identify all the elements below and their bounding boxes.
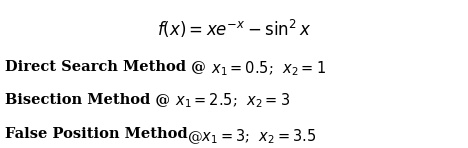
Text: False Position Method: False Position Method — [5, 127, 187, 141]
Text: $x_1 = 0.5$;  $x_2 = 1$: $x_1 = 0.5$; $x_2 = 1$ — [211, 59, 325, 78]
Text: @$x_1 = 3$;  $x_2 = 3.5$: @$x_1 = 3$; $x_2 = 3.5$ — [187, 127, 316, 146]
Text: $x_1 = 2.5$;  $x_2 = 3$: $x_1 = 2.5$; $x_2 = 3$ — [175, 92, 290, 110]
Text: Direct Search Method @: Direct Search Method @ — [5, 59, 211, 73]
Text: Bisection Method @: Bisection Method @ — [5, 92, 175, 106]
Text: $f(x) = xe^{-x} - \sin^2 x$: $f(x) = xe^{-x} - \sin^2 x$ — [157, 18, 311, 40]
